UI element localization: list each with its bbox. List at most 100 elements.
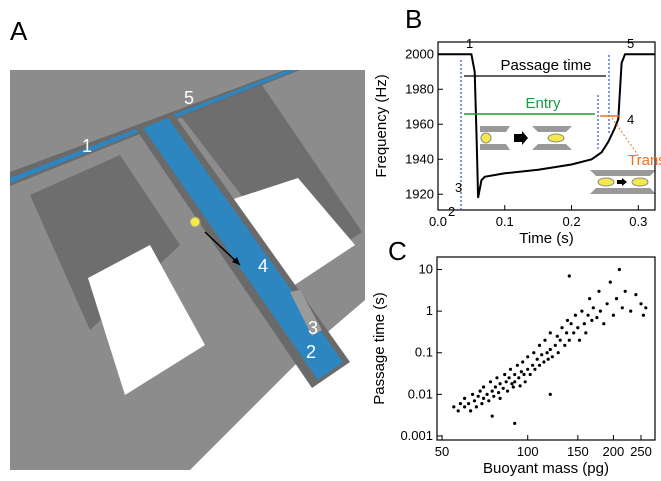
scatter-point [611,313,616,317]
scatter-point [548,331,552,335]
annotation: 5 [627,36,634,51]
scatter-point [452,405,456,409]
scatter-point [511,385,515,389]
x-axis-label: Time (s) [519,230,573,247]
scatter-point [532,351,536,355]
scatter-point [506,389,510,393]
channel-label: 5 [184,88,194,108]
scatter-point [497,391,501,395]
scatter-point [474,405,478,409]
scatter-point [498,396,502,400]
annotation: Transit [628,152,661,169]
scatter-point [629,309,633,313]
scatter-point [548,347,552,352]
scatter-point [456,409,460,413]
scatter-point [550,355,554,359]
scatter-point [471,392,475,396]
scatter-point [507,376,511,380]
device-render: 1 5 4 3 2 [10,70,365,470]
arrow-head [232,257,240,265]
scatter-point [588,297,592,301]
scatter-point [469,409,473,413]
plot-frame [436,256,656,441]
scatter-point [519,370,524,374]
constriction [290,290,322,336]
scatter-point [608,280,612,284]
panel-label: B [405,4,422,34]
x-tick-label: 0.0 [429,214,447,229]
scatter-point [558,338,562,342]
panel-label: C [388,236,407,266]
x-tick-label: 100 [517,444,539,459]
scatter-point [542,360,546,364]
scatter-point [518,384,522,388]
scatter-point [634,293,638,297]
y-tick-label: 1940 [405,151,434,166]
y-tick-label: 0.01 [408,386,433,401]
scatter-point [567,338,571,342]
plot-frame [437,41,656,211]
scatter-point [498,382,502,386]
scatter-point [482,396,486,400]
scatter-point [490,389,494,393]
scatter-point [555,334,559,338]
scatter-point [463,405,467,409]
scatter-point [503,372,507,377]
scatter-point [535,357,539,361]
channel [143,118,343,380]
scatter-point [537,363,542,367]
scatter-point [458,402,462,406]
panel-label: A [10,16,28,46]
scatter-point [620,306,624,310]
x-tick-label: 150 [567,444,589,459]
x-tick-label: 200 [603,444,625,459]
x-tick-label: 0.1 [496,214,514,229]
scatter-point [531,363,535,367]
scatter-point [540,353,544,357]
scatter-point [533,367,537,371]
scatter-point [526,367,530,371]
scatter-point [528,372,532,377]
scatter-point [567,274,571,278]
scatter-point [591,306,595,310]
scatter-point [517,376,521,380]
scatter-point [577,338,582,342]
scatter-point [526,355,530,359]
scatter-point [515,363,520,367]
x-tick-label: 0.3 [629,214,647,229]
scatter-point [569,322,573,326]
transit-pointer [611,117,641,159]
scatter-point [545,351,549,355]
scatter-point [495,376,499,380]
channel-label: 2 [306,342,316,362]
scatter-point [501,386,505,390]
y-tick-label: 2000 [405,46,434,61]
pit-wall [30,155,180,330]
scatter-point [584,331,588,335]
scatter-point [523,380,527,384]
scatter-point [463,396,467,400]
scatter-point [605,302,609,306]
y-axis-label: Frequency (Hz) [373,74,390,177]
scatter-point [597,289,601,293]
scatter-point [572,331,576,335]
scatter-point [598,309,603,313]
channel-label: 3 [308,318,318,338]
scatter-point [614,297,619,301]
scatter-point [508,367,513,371]
y-tick-label: 1920 [405,186,434,201]
scatter-point [582,322,586,326]
flow-arrow [204,231,241,266]
scatter-point [546,357,550,361]
scatter-point [537,343,542,347]
scatter-point [482,385,486,389]
x-axis-label: Buoyant mass (pg) [483,460,609,477]
x-tick-label: 0.2 [562,214,580,229]
scatter-point [493,385,497,389]
cell [189,216,201,228]
scatter-point [513,380,517,384]
scatter-point [580,309,584,313]
annotation: Passage time [501,57,592,74]
scatter-point [522,372,526,377]
